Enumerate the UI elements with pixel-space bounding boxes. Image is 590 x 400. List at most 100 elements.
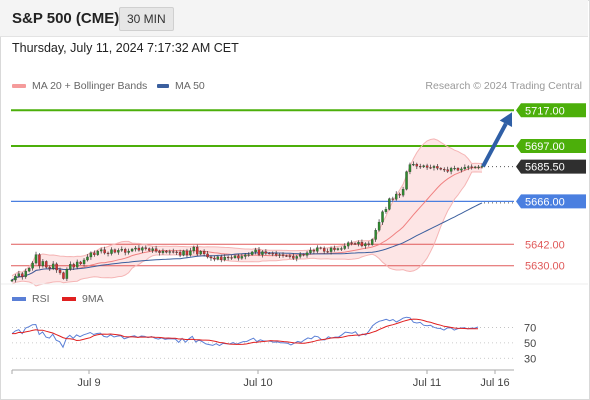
candle (281, 252, 285, 258)
candle-body (240, 256, 244, 259)
candle (391, 196, 395, 202)
candle-body (233, 255, 237, 259)
candle-body (439, 168, 443, 170)
candle-body (154, 248, 158, 252)
candle (103, 246, 106, 255)
candle (305, 250, 309, 258)
instrument-title: S&P 500 (CME) (12, 10, 120, 27)
candle (408, 162, 412, 175)
candle-body (213, 257, 216, 260)
candle-body (58, 269, 62, 273)
candle (326, 248, 329, 254)
price-label: 5630.00 (525, 261, 565, 273)
candle-body (377, 221, 381, 231)
candle-body (165, 250, 168, 253)
candle (257, 246, 261, 257)
candle (244, 253, 247, 260)
candle (41, 259, 45, 268)
candle (278, 253, 281, 259)
candle (412, 161, 415, 167)
candle (268, 252, 271, 255)
candle (395, 191, 398, 201)
candle (113, 248, 117, 254)
candle (65, 267, 69, 281)
candle (456, 167, 460, 172)
candle (130, 248, 134, 253)
candle-body (367, 243, 371, 245)
candle (333, 245, 336, 252)
candle-body (69, 264, 72, 270)
candle (381, 210, 384, 225)
candle (367, 241, 371, 247)
candle (292, 253, 295, 260)
candle (319, 246, 322, 250)
candle-body (281, 254, 285, 256)
candle-body (226, 256, 230, 259)
candle-body (113, 249, 117, 253)
candle-body (316, 247, 319, 252)
candle-body (467, 166, 470, 168)
candle-body (86, 256, 89, 261)
candle-body (45, 261, 48, 268)
candle (422, 164, 425, 168)
candle (357, 240, 360, 247)
candle-body (340, 248, 343, 250)
legend-ma20: MA 20 + Bollinger Bands (12, 80, 147, 92)
candle-body (172, 251, 175, 253)
rsi-tick-label: 70 (524, 322, 536, 334)
candle (206, 251, 209, 259)
candle (21, 272, 24, 280)
candle (24, 268, 27, 279)
candle (220, 254, 223, 263)
candle (165, 249, 168, 254)
candle-body (326, 251, 329, 253)
candle-body (110, 249, 113, 254)
candle-body (10, 279, 14, 282)
candle-body (477, 166, 480, 168)
candle (388, 197, 391, 211)
candle-body (185, 250, 189, 256)
candle-body (48, 267, 51, 269)
candle (274, 250, 278, 257)
rsi-ma-legend-label: 9MA (82, 293, 104, 305)
candle (89, 251, 93, 260)
candle-body (391, 198, 395, 200)
candle-body (130, 248, 134, 252)
candle (48, 265, 51, 271)
candle-body (364, 243, 367, 247)
candle-body (82, 259, 86, 265)
candle (55, 262, 58, 273)
candle-body (429, 167, 432, 169)
rsi-legend-label: RSI (32, 293, 50, 305)
candle (182, 249, 185, 257)
candle (316, 245, 319, 254)
candle (178, 249, 182, 258)
candle (371, 238, 374, 246)
candle (189, 247, 192, 257)
candle-body (24, 270, 27, 277)
candle-body (72, 264, 75, 268)
candle-body (137, 247, 141, 251)
candle (213, 255, 216, 262)
price-tag-pivot (516, 194, 586, 209)
time-axis-label: Jul 16 (480, 377, 509, 389)
candle (148, 247, 151, 252)
candle (209, 255, 213, 261)
interval-selector[interactable]: 30 MIN (119, 7, 174, 31)
candle (99, 247, 103, 254)
candle (172, 248, 175, 254)
candle-body (141, 247, 144, 251)
candle-body (144, 247, 148, 249)
candle-body (134, 247, 137, 250)
candle (473, 165, 477, 169)
candle-body (408, 164, 412, 172)
candle-body (271, 253, 274, 255)
candle-body (374, 230, 377, 240)
candle-body (405, 171, 408, 190)
candle-body (388, 198, 391, 210)
candle (223, 254, 226, 262)
price-label: 5685.50 (525, 162, 565, 174)
candle-body (401, 189, 405, 196)
candle-body (199, 251, 202, 255)
